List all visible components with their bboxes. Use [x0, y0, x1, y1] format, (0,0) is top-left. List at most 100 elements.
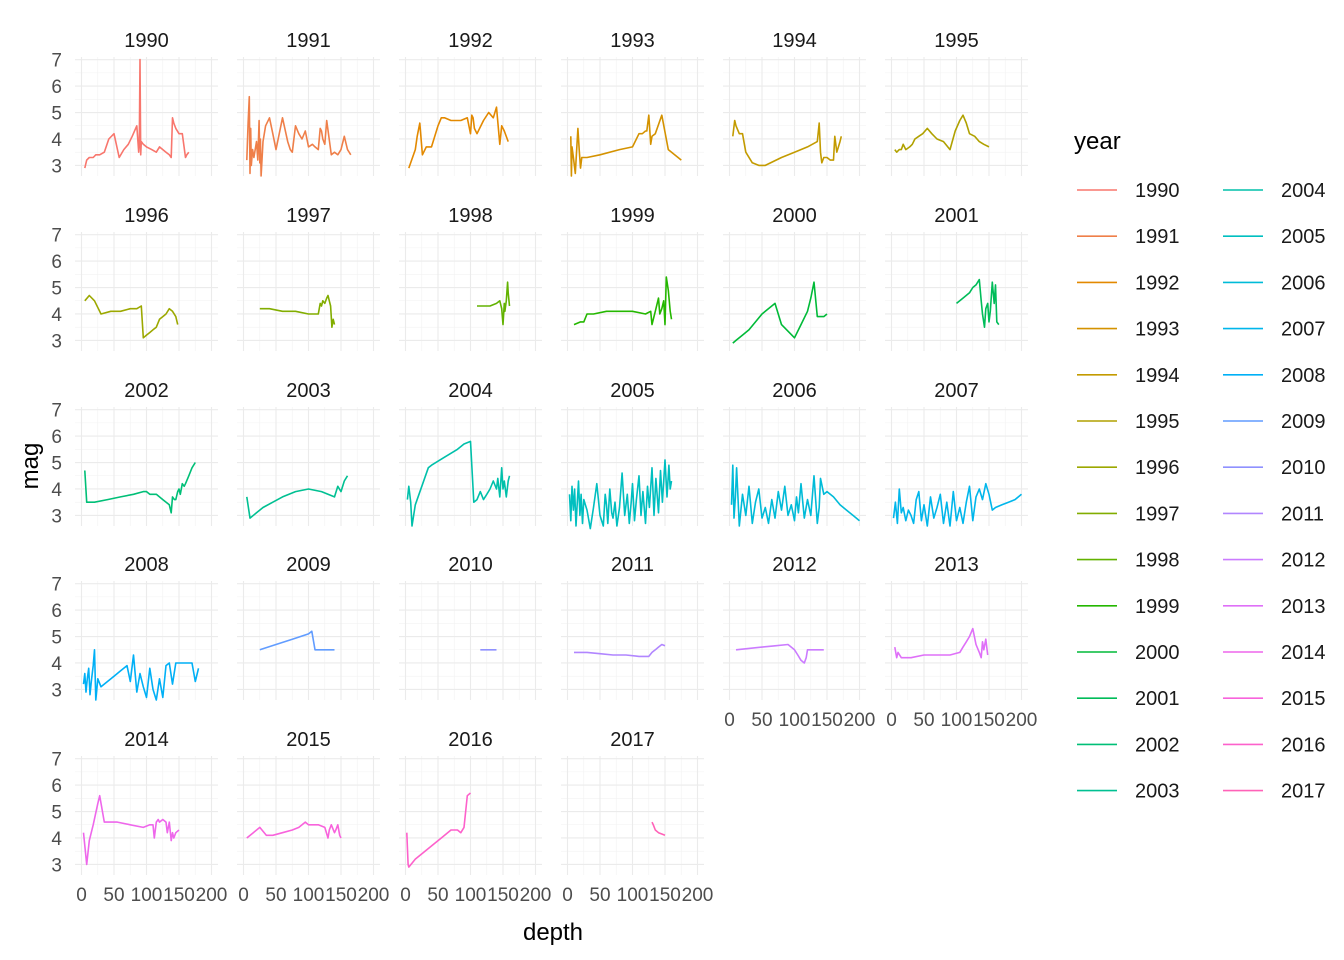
legend-item-2016: 2016 — [1223, 734, 1326, 756]
legend-item-2010: 2010 — [1223, 457, 1326, 479]
legend-item-1998: 1998 — [1077, 550, 1180, 572]
x-tick-label: 150 — [811, 710, 843, 731]
facet-panel-2000: 2000 — [723, 205, 866, 351]
facet-strip-label: 1999 — [610, 205, 655, 227]
legend-item-2004: 2004 — [1223, 180, 1326, 202]
x-tick-label: 150 — [487, 885, 519, 906]
facet-panel-2009: 2009 — [237, 554, 380, 700]
facet-panel-1994: 1994 — [723, 30, 866, 176]
y-tick-label: 4 — [51, 480, 62, 501]
facet-strip-label: 2001 — [934, 205, 979, 227]
legend-item-1991: 1991 — [1077, 226, 1180, 248]
facet-panel-1992: 1992 — [399, 30, 542, 176]
facet-panel-2002: 2002 3 4 5 6 7 — [51, 380, 218, 527]
facet-strip-label: 2016 — [448, 729, 493, 751]
legend-label: 2015 — [1281, 688, 1326, 710]
x-tick-label: 200 — [844, 710, 876, 731]
x-tick-label: 0 — [562, 885, 573, 906]
facet-panel-1995: 1995 — [885, 30, 1028, 176]
legend-label: 1991 — [1135, 226, 1180, 248]
y-tick-label: 6 — [51, 77, 62, 98]
x-tick-label: 100 — [617, 885, 649, 906]
facet-strip-label: 2007 — [934, 380, 979, 402]
x-tick-label: 200 — [520, 885, 552, 906]
series-line-2001 — [955, 278, 1000, 328]
facet-panel-2008: 2008 3 4 5 6 7 — [51, 554, 218, 701]
facet-panel-1999: 1999 — [561, 205, 704, 351]
y-tick-label: 7 — [51, 51, 62, 72]
y-tick-label: 5 — [51, 104, 62, 125]
y-tick-label: 6 — [51, 427, 62, 448]
facet-strip-label: 2017 — [610, 729, 655, 751]
y-tick-label: 5 — [51, 454, 62, 475]
y-tick-label: 4 — [51, 654, 62, 675]
legend-label: 2006 — [1281, 272, 1326, 294]
facet-strip-label: 2011 — [611, 554, 654, 576]
series-line-2014 — [82, 794, 180, 866]
y-tick-label: 3 — [51, 680, 62, 701]
series-line-2008 — [82, 649, 200, 701]
facet-strip-label: 2000 — [772, 205, 817, 227]
facet-panel-2005: 2005 — [561, 380, 704, 530]
facet-strip-label: 2009 — [286, 554, 331, 576]
facet-strip-label: 2004 — [448, 380, 493, 402]
legend-item-2007: 2007 — [1223, 319, 1326, 341]
facet-panel-2003: 2003 — [237, 380, 380, 526]
series-line-2006 — [730, 464, 861, 527]
facet-strip-label: 2010 — [448, 554, 493, 576]
legend-item-2015: 2015 — [1223, 688, 1326, 710]
legend-item-2017: 2017 — [1223, 781, 1326, 803]
series-line-2000 — [732, 281, 828, 344]
legend-label: 2014 — [1281, 642, 1326, 664]
facet-panel-1996: 1996 3 4 5 6 7 — [51, 205, 218, 352]
facet-panel-1998: 1998 — [399, 205, 542, 351]
x-tick-label: 50 — [103, 885, 124, 906]
facet-strip-label: 1991 — [286, 30, 331, 52]
facet-panel-2016: 2016 0 50 100 150 200 — [399, 729, 551, 906]
y-tick-label: 7 — [51, 401, 62, 422]
legend-label: 2002 — [1135, 734, 1180, 756]
series-line-1998 — [477, 281, 511, 326]
legend-item-2011: 2011 — [1223, 503, 1324, 525]
facet-panel-2015: 2015 0 50 100 150 200 — [237, 729, 389, 906]
legend-label: 2011 — [1281, 503, 1324, 525]
x-tick-label: 150 — [973, 710, 1005, 731]
facet-strip-label: 2014 — [124, 729, 169, 751]
x-tick-label: 150 — [649, 885, 681, 906]
x-tick-label: 100 — [779, 710, 811, 731]
legend-item-1999: 1999 — [1077, 596, 1180, 618]
y-tick-label: 7 — [51, 226, 62, 247]
legend-label: 1997 — [1135, 503, 1180, 525]
facet-strip-label: 1994 — [772, 30, 817, 52]
legend-item-2009: 2009 — [1223, 411, 1326, 433]
facet-strip-label: 1998 — [448, 205, 493, 227]
y-tick-label: 4 — [51, 829, 62, 850]
y-tick-label: 6 — [51, 601, 62, 622]
series-line-1991 — [246, 95, 352, 177]
legend-item-1993: 1993 — [1077, 319, 1180, 341]
legend-label: 2003 — [1135, 781, 1180, 803]
x-tick-label: 50 — [589, 885, 610, 906]
facet-panel-2011: 2011 — [561, 554, 704, 700]
series-line-2015 — [246, 821, 342, 839]
facet-panel-2013: 2013 0 50 100 150 200 — [885, 554, 1037, 731]
legend-label: 2007 — [1281, 319, 1326, 341]
x-tick-label: 200 — [196, 885, 228, 906]
x-tick-label: 50 — [265, 885, 286, 906]
y-tick-label: 4 — [51, 305, 62, 326]
series-line-1993 — [570, 114, 682, 177]
legend-item-2012: 2012 — [1223, 550, 1326, 572]
legend-label: 1996 — [1135, 457, 1180, 479]
facet-strip-label: 1990 — [124, 30, 169, 52]
facet-strip-label: 2013 — [934, 554, 979, 576]
series-line-2005 — [568, 459, 673, 530]
legend-item-1996: 1996 — [1077, 457, 1180, 479]
legend: year 1990 1991 1992 1993 1994 1995 1996 1997 199… — [1074, 128, 1326, 803]
series-line-1990 — [84, 58, 190, 169]
y-tick-label: 3 — [51, 855, 62, 876]
y-axis-title: mag — [17, 443, 44, 490]
legend-item-1990: 1990 — [1077, 180, 1180, 202]
y-tick-label: 7 — [51, 575, 62, 596]
legend-label: 2008 — [1281, 365, 1326, 387]
